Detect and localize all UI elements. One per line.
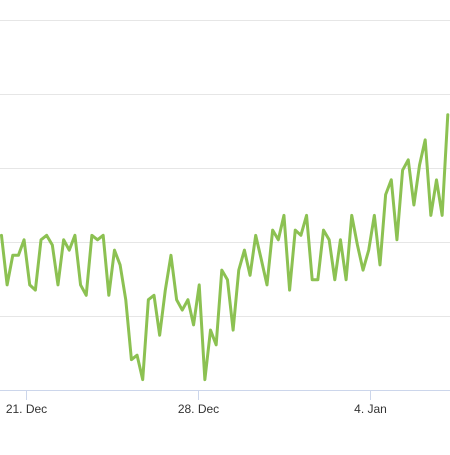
x-tick-label: 28. Dec: [178, 402, 219, 416]
line: [0, 113, 450, 382]
x-tick-label: 21. Dec: [6, 402, 47, 416]
x-tick-label: 4. Jan: [354, 402, 387, 416]
